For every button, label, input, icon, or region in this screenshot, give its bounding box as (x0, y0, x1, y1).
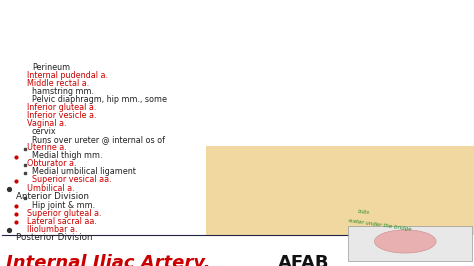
Ellipse shape (374, 230, 436, 253)
Text: Hip joint & mm.: Hip joint & mm. (32, 201, 95, 210)
Text: Uterine a.: Uterine a. (27, 143, 66, 152)
Text: Runs over ureter @ internal os of: Runs over ureter @ internal os of (32, 135, 165, 144)
Text: Medial thigh mm.: Medial thigh mm. (32, 151, 102, 160)
Text: Middle rectal a.: Middle rectal a. (27, 79, 89, 88)
Text: Perineum: Perineum (32, 63, 70, 72)
Text: Medial umbilical ligament: Medial umbilical ligament (32, 168, 136, 176)
Text: Internal Iliac Artery,: Internal Iliac Artery, (6, 254, 217, 266)
Text: Superior vesical aa.: Superior vesical aa. (32, 176, 111, 185)
Text: Anterior Division: Anterior Division (16, 192, 89, 201)
Text: Iliolumbar a.: Iliolumbar a. (27, 225, 77, 234)
Text: Pelvic diaphragm, hip mm., some: Pelvic diaphragm, hip mm., some (32, 95, 167, 104)
Text: Posterior Division: Posterior Division (16, 233, 92, 242)
Text: water under the bridge: water under the bridge (348, 218, 412, 232)
Text: hamstring mm.: hamstring mm. (32, 87, 94, 96)
Text: Obturator a.: Obturator a. (27, 160, 76, 168)
Text: Inferior vesicle a.: Inferior vesicle a. (27, 111, 96, 120)
Text: Superior gluteal a.: Superior gluteal a. (27, 209, 101, 218)
Text: bubs: bubs (358, 209, 370, 215)
Text: Lateral sacral aa.: Lateral sacral aa. (27, 217, 96, 226)
Text: Inferior gluteal a.: Inferior gluteal a. (27, 103, 96, 113)
Text: Vaginal a.: Vaginal a. (27, 119, 66, 128)
Text: cervix: cervix (32, 127, 56, 136)
Text: Internal pudendal a.: Internal pudendal a. (27, 71, 108, 80)
Text: AFAB: AFAB (278, 254, 329, 266)
FancyBboxPatch shape (206, 146, 474, 235)
Text: Umbilical a.: Umbilical a. (27, 184, 74, 193)
FancyBboxPatch shape (348, 226, 472, 261)
